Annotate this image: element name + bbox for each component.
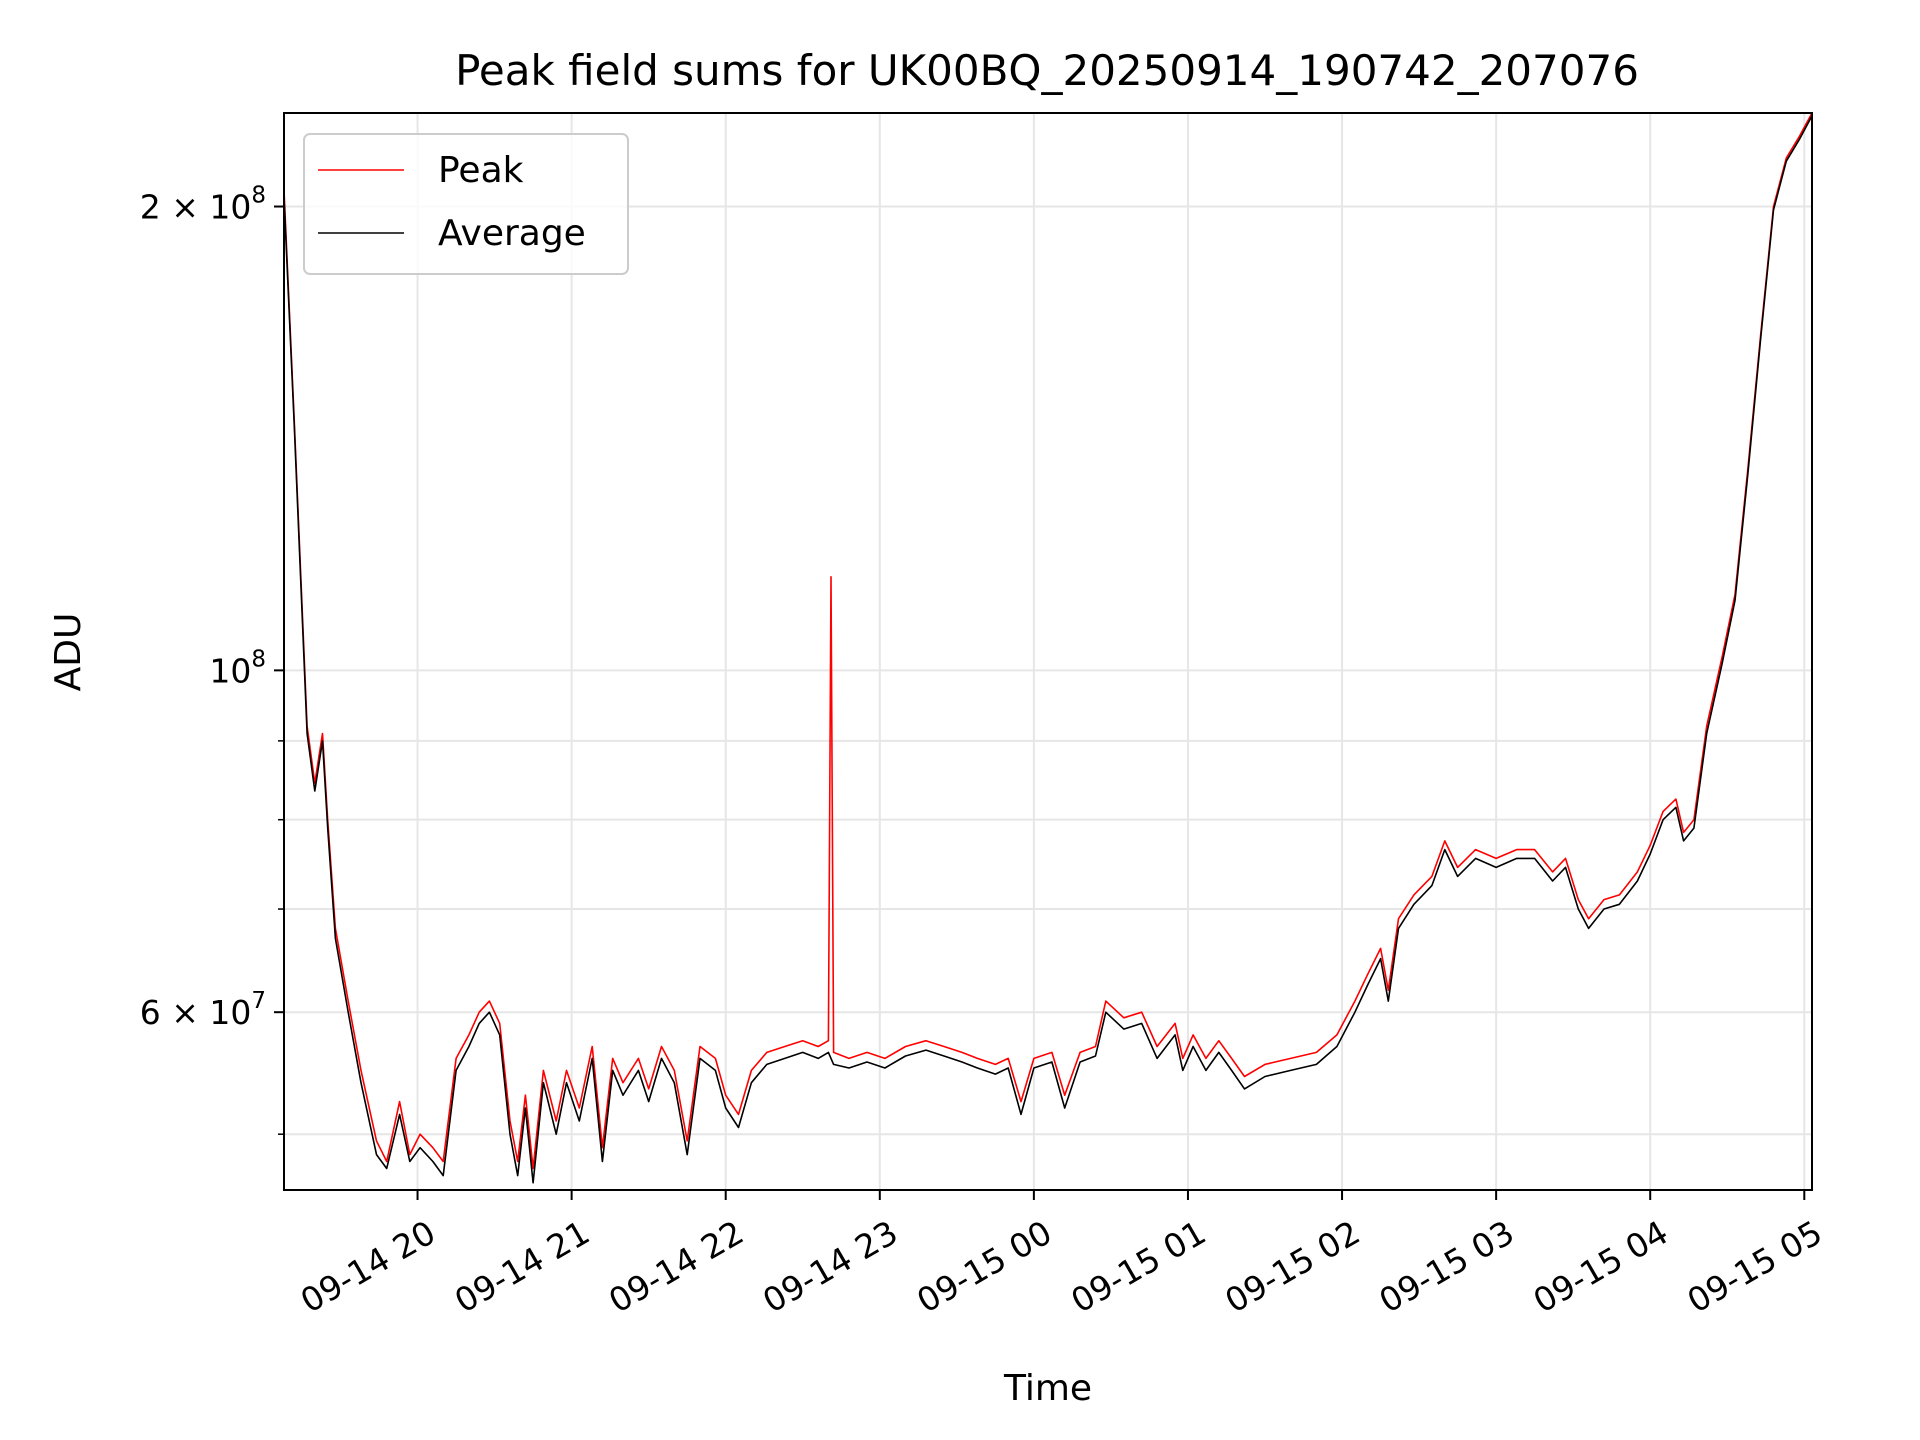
legend-box bbox=[303, 133, 629, 275]
legend-label-peak: Peak bbox=[438, 150, 524, 191]
y-tick-label: 6 × 107 bbox=[140, 988, 266, 1032]
legend-label-average: Average bbox=[438, 213, 586, 254]
series-line-average bbox=[283, 115, 1813, 1184]
grid-lines bbox=[284, 113, 1812, 1190]
y-tick-label: 108 bbox=[209, 646, 266, 690]
y-axis: 6 × 107 108 2 × 108 bbox=[140, 183, 284, 1135]
legend: Peak Average bbox=[303, 133, 629, 275]
x-axis-label: Time bbox=[1003, 1368, 1092, 1409]
series-layer bbox=[283, 112, 1813, 1184]
series-line-peak bbox=[283, 112, 1813, 1170]
plot-frame bbox=[283, 112, 1813, 1191]
y-tick-label: 2 × 108 bbox=[140, 183, 266, 227]
y-axis-label: ADU bbox=[48, 613, 89, 692]
chart-title: Peak field sums for UK00BQ_20250914_1907… bbox=[455, 46, 1639, 95]
